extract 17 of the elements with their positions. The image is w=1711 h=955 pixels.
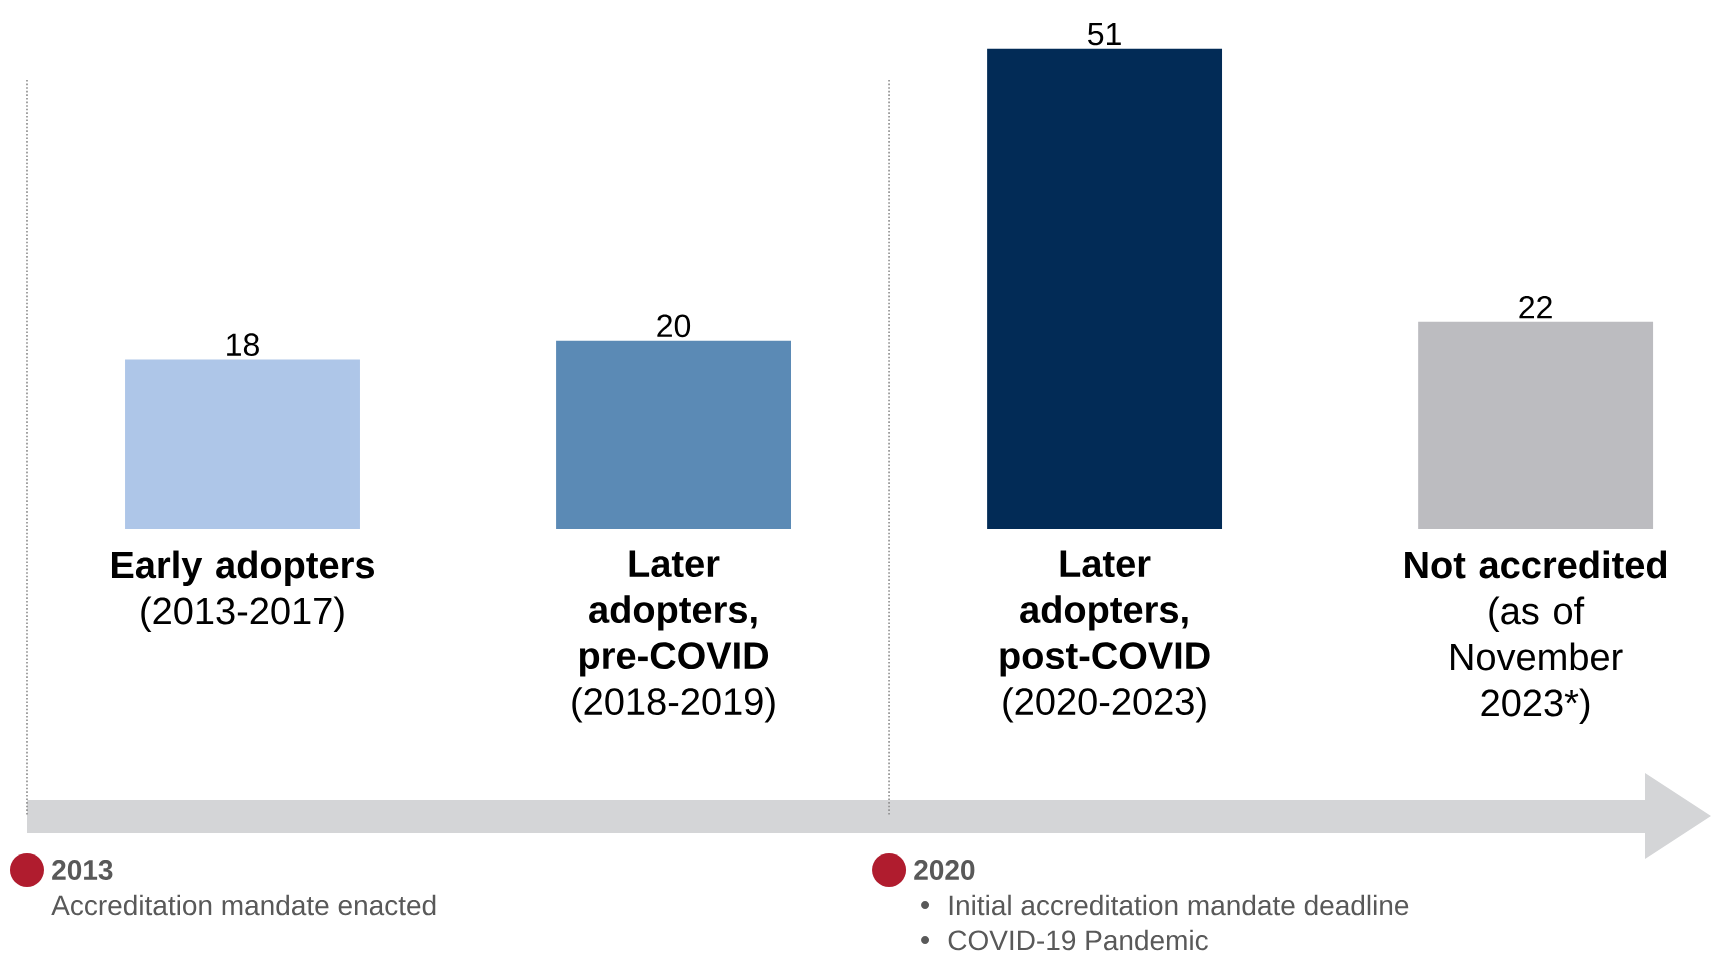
data-label: 22 — [1519, 296, 1552, 319]
x-tick-label: Not accredited (as of November 2023*) — [1405, 550, 1667, 724]
x-tick-label: Later adopters, post-COVID (2020-2023) — [1000, 550, 1210, 723]
data-label: 18 — [227, 333, 259, 357]
text: Accreditation mandate enacted — [51, 894, 436, 916]
bar — [125, 359, 360, 530]
data-label: 20 — [657, 314, 691, 338]
text: Initial accreditation mandate deadline — [949, 894, 1409, 916]
bar — [556, 340, 791, 530]
x-tick-label: Later adopters, pre-COVID (2018-2019) — [572, 550, 775, 723]
text: 2020 — [914, 860, 975, 880]
bar — [987, 48, 1223, 530]
x-tick-label: Early adopters (2013-2017) — [111, 550, 374, 632]
text: COVID-19 Pandemic — [948, 929, 1208, 951]
data-label: 51 — [1088, 22, 1121, 46]
text: 2013 — [52, 860, 113, 880]
bar — [1418, 321, 1654, 530]
